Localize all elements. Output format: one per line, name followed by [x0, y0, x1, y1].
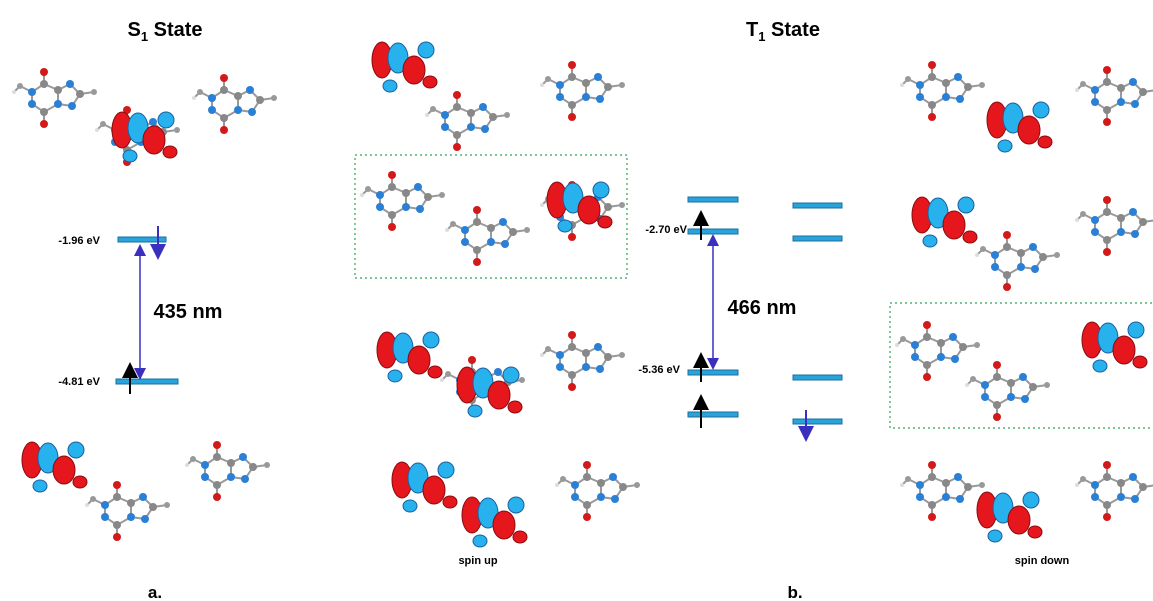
energy-level — [793, 236, 842, 241]
energy-level — [793, 375, 842, 380]
spin-up-label: spin up — [458, 555, 497, 567]
energy-level — [688, 197, 738, 202]
title-part: T — [746, 19, 758, 41]
title-a: S1 State — [127, 19, 202, 44]
figure: S1 State -1.96 eV -4.81 eV 435 nm a. T1 … — [0, 0, 1153, 601]
energy-level — [688, 229, 738, 234]
spin-down-label: spin down — [1015, 555, 1070, 567]
energy-level — [688, 370, 738, 375]
transition-label: 435 nm — [154, 301, 223, 323]
energy-level — [116, 379, 178, 384]
energy-level — [688, 412, 738, 417]
caption-a: a. — [148, 583, 162, 601]
title-part: State — [771, 19, 820, 41]
title-part: 1 — [758, 29, 765, 44]
caption-b: b. — [787, 583, 802, 601]
level-label: -4.81 eV — [58, 376, 100, 388]
level-label: -1.96 eV — [58, 235, 100, 247]
title-b: T1 State — [746, 19, 820, 44]
title-part: 1 — [141, 29, 148, 44]
title-part: S — [127, 19, 140, 41]
energy-level — [793, 203, 842, 208]
title-part: State — [154, 19, 203, 41]
energy-level — [793, 419, 842, 424]
level-label: -2.70 eV — [645, 224, 687, 236]
level-label: -5.36 eV — [638, 364, 680, 376]
transition-label: 466 nm — [728, 297, 797, 319]
